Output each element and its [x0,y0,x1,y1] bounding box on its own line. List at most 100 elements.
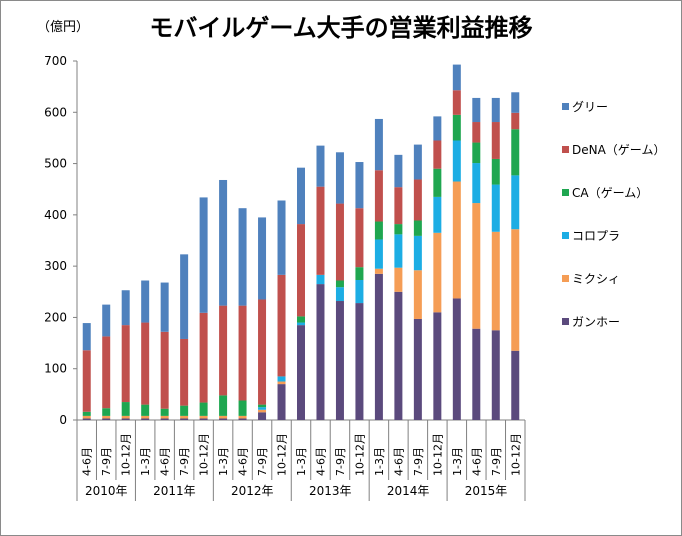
year-label: 2013年 [309,484,352,498]
bar-segment [199,402,208,416]
y-tick-label: 0 [59,413,67,427]
legend-label: コロプラ [572,229,620,243]
bar-segment [316,145,325,187]
bar-segment [82,411,91,416]
bar-segment [277,376,286,382]
bar-segment [258,299,267,405]
legend-swatch [562,189,569,196]
bar-segment [160,331,169,409]
bar-segment [335,152,344,204]
bar-segment [316,284,325,420]
bar-segment [433,168,442,197]
bar-segment [413,220,422,236]
bar-segment [82,418,91,420]
bar-segment [491,184,500,232]
bar-segment [141,415,150,419]
year-label: 2010年 [85,484,128,498]
x-tick-label: 10-12月 [198,433,211,476]
bar-segment [374,118,383,171]
bar-segment [121,325,130,403]
bar-segment [413,318,422,420]
legend-label: ミクシィ [572,272,620,286]
bar-segment [199,197,208,313]
chart-title: モバイルゲーム大手の営業利益推移 [149,14,533,42]
bar-segment [394,224,403,235]
bar-segment [160,418,169,420]
bar-segment [472,203,481,329]
bar-segment [491,122,500,159]
bar-segment [511,175,520,230]
bar-segment [394,187,403,225]
bar-segment [511,129,520,176]
bar-segment [238,208,247,306]
x-tick-label: 1-3月 [295,447,308,476]
bar-segment [199,418,208,420]
bar-segment [82,415,91,419]
x-tick-label: 4-6月 [81,447,94,476]
bar-segment [374,239,383,269]
bar-segment [277,381,286,385]
bar-segment [491,97,500,123]
bar-segment [394,234,403,268]
bar-segment [219,415,228,419]
x-tick-label: 1-3月 [373,447,386,476]
legend-swatch [562,275,569,282]
bar-segment [335,203,344,281]
year-label: 2012年 [231,484,274,498]
bar-segment [121,415,130,419]
bar-segment [199,415,208,419]
x-tick-label: 7-9月 [412,447,425,476]
bar-segment [219,305,228,396]
x-tick-label: 10-12月 [120,433,133,476]
bar-segment [452,114,461,141]
y-tick-label: 700 [44,54,67,68]
x-tick-label: 1-3月 [451,447,464,476]
x-tick-label: 4-6月 [470,447,483,476]
bar-segment [452,298,461,420]
bar-segment [102,415,111,419]
bar-segment [433,140,442,169]
bar-segment [297,322,305,326]
x-tick-label: 7-9月 [490,447,503,476]
legend-label: DeNA（ゲーム） [572,143,665,157]
bar-segment [121,402,130,416]
bar-segment [258,412,267,420]
bar-segment [472,163,481,204]
bar-segment [180,405,189,416]
bar-segment [452,90,461,115]
bar-segment [374,268,383,274]
bar-segment [121,290,130,326]
bar-segment [82,350,91,412]
bar-segment [355,303,364,420]
x-tick-label: 7-9月 [178,447,191,476]
bar-segment [335,280,344,288]
bar-segment [199,312,208,403]
y-tick-label: 300 [44,259,67,273]
bar-segment [374,273,383,420]
bar-segment [472,122,481,143]
bar-segment [355,162,364,209]
y-tick-label: 100 [44,362,67,376]
bar-segment [452,140,461,182]
bar-segment [452,181,461,299]
bar-segment [316,186,325,275]
legend-swatch [562,103,569,110]
bar-segment [141,404,150,416]
bar-segment [258,409,267,413]
legend-label: グリー [572,100,608,114]
bar-segment [277,274,286,377]
y-tick-label: 600 [44,105,67,119]
bar-segment [394,267,403,292]
bar-segment [180,415,189,419]
bar-segment [141,322,150,405]
bar-segment [394,291,403,420]
x-tick-label: 10-12月 [276,433,289,476]
bar-segment [238,415,247,419]
bar-segment [258,404,267,408]
bar-segment [355,267,364,280]
bar-segment [238,418,247,420]
x-tick-label: 4-6月 [392,447,405,476]
x-tick-label: 7-9月 [100,447,113,476]
bar-segment [219,395,228,416]
bar-segment [141,418,150,420]
